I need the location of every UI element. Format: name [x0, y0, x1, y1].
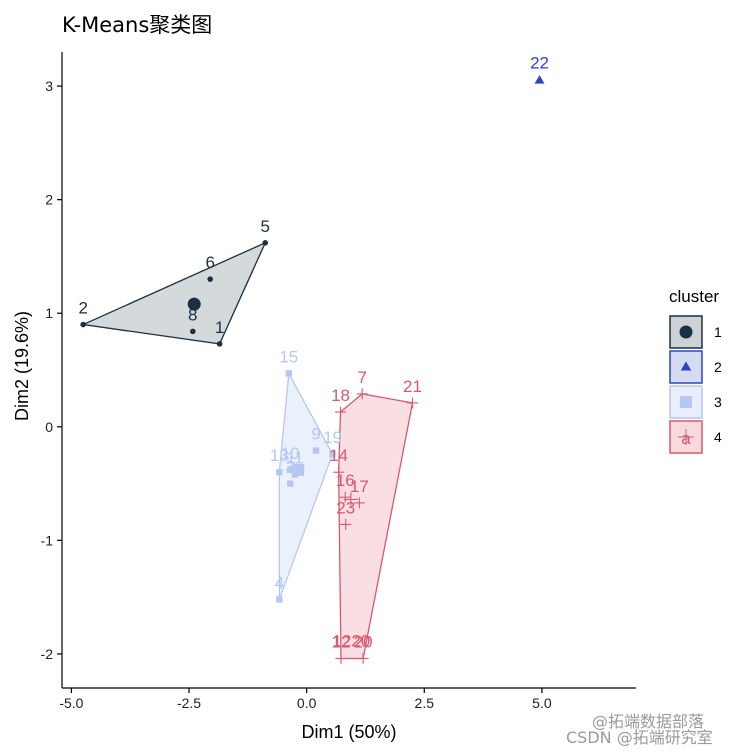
- cluster-4-point: [339, 491, 351, 503]
- point-label: 7: [357, 368, 366, 387]
- point-label: 6: [205, 253, 214, 272]
- cluster-3-point: [329, 450, 336, 458]
- x-tick-label: -5.0: [59, 695, 83, 711]
- y-tick-label: -2: [41, 646, 54, 662]
- point-label: 22: [530, 53, 549, 72]
- cluster-3-point: [276, 469, 283, 476]
- legend-label: 4: [714, 429, 722, 445]
- cluster-4-point: [357, 652, 369, 664]
- cluster-4-point: [335, 652, 347, 664]
- x-tick-label: 0.0: [297, 695, 317, 711]
- cluster-4-centroid: [343, 492, 358, 507]
- watermark-line-1: @拓端数据部落: [592, 712, 704, 731]
- legend-key-glyph: [679, 325, 693, 339]
- cluster-points: [80, 75, 545, 664]
- point-label: 2: [78, 299, 87, 318]
- cluster-3-point: [312, 447, 320, 454]
- cluster-1-point: [80, 321, 86, 328]
- cluster-1-point: [207, 276, 214, 282]
- cluster-1-hull: [80, 241, 267, 345]
- y-tick-label: 2: [45, 192, 53, 208]
- cluster-4-point: [333, 466, 345, 478]
- cluster-3-point: [285, 370, 292, 377]
- legend-label: 3: [714, 394, 722, 410]
- point-label: 16: [336, 471, 355, 490]
- legend-label: 2: [714, 359, 722, 375]
- y-axis-ticks: -2 -1 0 1 2 3: [41, 78, 62, 662]
- cluster-4-point: [356, 388, 368, 400]
- y-tick-label: 3: [45, 78, 53, 94]
- cluster-1-point: [216, 341, 223, 347]
- point-label: 11: [286, 448, 304, 467]
- cluster-4-point: [353, 497, 365, 509]
- point-label: 13: [270, 446, 289, 465]
- point-label: 10: [281, 444, 300, 463]
- cluster-4-point: [340, 518, 352, 530]
- cluster-2-point: [534, 75, 545, 84]
- watermark: @拓端数据部落 CSDN @拓端研究室: [566, 712, 713, 747]
- point-label: 20: [354, 632, 373, 651]
- cluster-3-centroid: [292, 463, 305, 476]
- cluster-4-hull: [337, 393, 414, 660]
- point-label: 8: [188, 305, 197, 324]
- point-label: 23: [336, 498, 355, 517]
- legend-key-glyph: [680, 396, 692, 408]
- cluster-1-centroid: [187, 297, 201, 311]
- cluster-4-point: [335, 406, 347, 418]
- point-label: 14: [329, 446, 348, 465]
- cluster-1-point: [189, 328, 196, 335]
- legend-label: 1: [714, 324, 722, 340]
- chart-title: K-Means聚类图: [62, 13, 212, 37]
- cluster-1-point: [262, 240, 269, 246]
- legend-key-glyph: [680, 361, 692, 371]
- point-label: 18: [331, 386, 350, 405]
- point-label: 1: [215, 318, 224, 337]
- point-label: 5: [261, 217, 270, 236]
- point-label: 15: [279, 347, 298, 366]
- cluster-3-point: [286, 466, 294, 474]
- cluster-4-point: [407, 397, 419, 409]
- x-tick-label: 2.5: [415, 695, 435, 711]
- point-label: 12: [332, 632, 351, 651]
- cluster-3-point: [276, 596, 283, 603]
- point-label-overlap: 1220: [332, 631, 370, 650]
- cluster-3-point: [286, 480, 294, 487]
- watermark-line-2: CSDN @拓端研究室: [566, 728, 713, 747]
- cluster-hulls: [80, 241, 414, 660]
- point-label: 9: [311, 425, 320, 444]
- point-label: 3: [285, 458, 294, 477]
- y-tick-label: 1: [45, 305, 53, 321]
- point-label: 4: [275, 573, 284, 592]
- y-axis-title: Dim2 (19.6%): [12, 311, 32, 421]
- point-label: 19: [323, 428, 342, 447]
- y-tick-label: -1: [41, 532, 54, 548]
- x-axis-title: Dim1 (50%): [301, 722, 396, 742]
- x-tick-label: -2.5: [177, 695, 201, 711]
- point-label: 21: [403, 377, 422, 396]
- legend-title: cluster: [669, 287, 719, 306]
- point-label: 17: [350, 477, 369, 496]
- x-tick-label: 5.0: [532, 695, 552, 711]
- y-tick-label: 0: [45, 419, 53, 435]
- x-axis-ticks: -5.0 -2.5 0.0 2.5 5.0: [59, 688, 552, 711]
